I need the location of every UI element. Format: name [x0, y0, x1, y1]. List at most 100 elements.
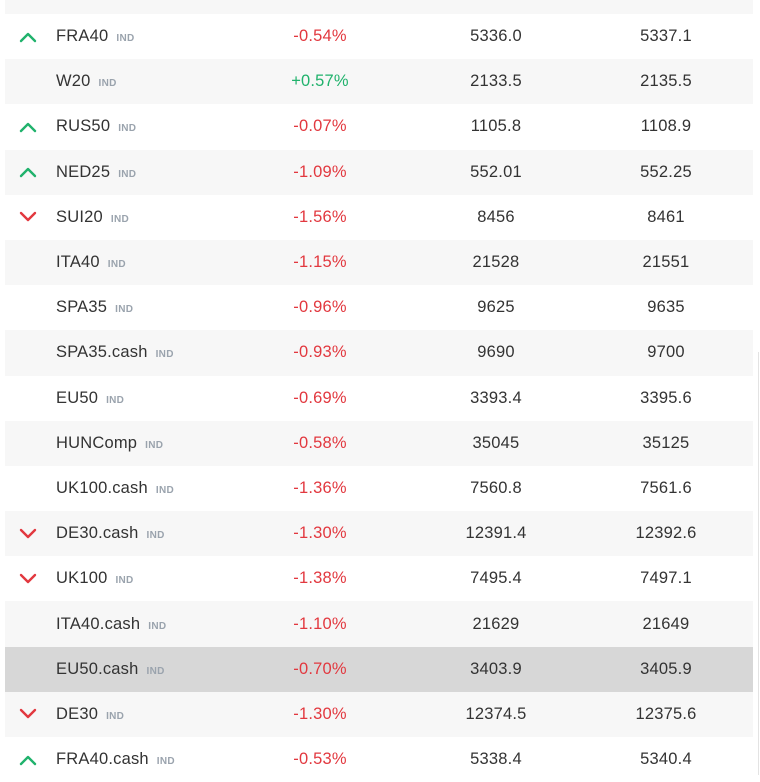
symbol-name: ITA40.cash: [56, 614, 141, 633]
ask-price[interactable]: 12375.6: [635, 704, 697, 723]
table-row[interactable]: SUI20 IND -1.56% 8456 8461: [5, 195, 753, 240]
instrument-symbol: EU50 IND: [56, 389, 124, 408]
bid-price[interactable]: 7495.4: [470, 569, 522, 588]
chevron-up-icon: [19, 754, 37, 766]
bid-price[interactable]: 9690: [477, 343, 515, 362]
symbol-name: SPA35: [56, 298, 108, 317]
instrument-type-tag: IND: [146, 530, 165, 542]
table-row[interactable]: SPA35.cash IND -0.93% 9690 9700: [5, 330, 753, 376]
symbol-name: NED25: [56, 162, 111, 181]
ask-price[interactable]: 3395.6: [640, 388, 692, 407]
ask-price[interactable]: 12392.6: [635, 524, 697, 543]
bid-price[interactable]: 1105.8: [470, 117, 522, 136]
instrument-symbol: UK100 IND: [56, 569, 134, 588]
table-row[interactable]: FRA40.cash IND -0.53% 5338.4 5340.4: [5, 737, 753, 782]
bid-price[interactable]: 3393.4: [470, 388, 522, 407]
bid-price[interactable]: 9625: [477, 298, 515, 317]
instrument-type-tag: IND: [156, 756, 175, 768]
change-percent: -0.58%: [293, 433, 347, 452]
instrument-type-tag: IND: [106, 394, 125, 406]
bid-price[interactable]: 3403.9: [470, 659, 522, 678]
chevron-up-icon: [19, 166, 37, 178]
chevron-up-icon: [19, 121, 37, 133]
bid-price[interactable]: 5338.4: [470, 750, 522, 769]
table-row[interactable]: ITA40 IND -1.15% 21528 21551: [5, 239, 753, 286]
bid-price[interactable]: 8456: [477, 207, 515, 226]
instrument-rows: FRA40 IND -0.54% 5336.0 5337.1 W20 IND +0.57% 21…: [5, 14, 753, 782]
symbol-name: FRA40.cash: [56, 750, 149, 769]
table-row[interactable]: HUNComp IND -0.58% 35045 35125: [5, 420, 753, 466]
instrument-type-tag: IND: [110, 213, 129, 225]
ask-price[interactable]: 552.25: [640, 162, 692, 181]
ask-price[interactable]: 7561.6: [640, 478, 692, 497]
bid-price[interactable]: 2133.5: [470, 72, 522, 91]
ask-price[interactable]: 35125: [642, 433, 690, 452]
bid-price[interactable]: 12374.5: [465, 704, 527, 723]
bid-price[interactable]: 35045: [472, 433, 520, 452]
ask-price[interactable]: 5340.4: [640, 750, 692, 769]
table-row[interactable]: SPA35 IND -0.96% 9625 9635: [5, 285, 753, 330]
instrument-type-tag: IND: [98, 78, 117, 90]
ask-price[interactable]: 9635: [647, 298, 685, 317]
change-percent: -0.07%: [293, 117, 347, 136]
change-percent: -1.36%: [293, 478, 347, 497]
instrument-type-tag: IND: [155, 484, 175, 496]
change-percent: -0.53%: [293, 750, 347, 769]
instrument-type-tag: IND: [116, 33, 135, 45]
table-row[interactable]: ITA40.cash IND -1.10% 21629 21649: [5, 601, 753, 647]
ask-price[interactable]: 2135.5: [640, 72, 692, 91]
change-percent: -0.93%: [293, 343, 347, 362]
ask-price[interactable]: 21649: [642, 614, 690, 633]
symbol-name: FRA40: [56, 27, 109, 46]
table-row[interactable]: NED25 IND -1.09% 552.01 552.25: [5, 149, 753, 195]
ask-price[interactable]: 21551: [642, 253, 690, 272]
symbol-name: RUS50: [56, 117, 111, 136]
bid-price[interactable]: 5336.0: [470, 27, 522, 46]
bid-price[interactable]: 21528: [472, 253, 520, 272]
change-percent: -1.38%: [293, 569, 347, 588]
ask-price[interactable]: 7497.1: [640, 569, 692, 588]
table-top-strip: [5, 0, 753, 14]
instrument-symbol: ITA40.cash IND: [56, 615, 166, 634]
ask-price[interactable]: 9700: [647, 343, 685, 362]
instrument-type-tag: IND: [107, 259, 126, 271]
ask-price[interactable]: 5337.1: [640, 27, 692, 46]
ask-price[interactable]: 8461: [647, 207, 685, 226]
table-row[interactable]: FRA40 IND -0.54% 5336.0 5337.1: [5, 14, 753, 59]
change-percent: -0.69%: [293, 388, 347, 407]
instrument-symbol: FRA40 IND: [56, 27, 134, 46]
chevron-down-icon: [19, 528, 37, 540]
bid-price[interactable]: 552.01: [470, 162, 522, 181]
table-row[interactable]: RUS50 IND -0.07% 1105.8 1108.9: [5, 104, 753, 149]
instrument-symbol: DE30 IND: [56, 705, 124, 724]
table-row[interactable]: DE30 IND -1.30% 12374.5 12375.6: [5, 691, 753, 737]
instrument-type-tag: IND: [118, 168, 137, 180]
change-percent: -1.30%: [293, 524, 347, 543]
chevron-down-icon: [19, 211, 37, 223]
table-row[interactable]: W20 IND +0.57% 2133.5 2135.5: [5, 59, 753, 105]
instrument-symbol: ITA40 IND: [56, 253, 126, 272]
bid-price[interactable]: 21629: [472, 614, 520, 633]
symbol-name: DE30: [56, 704, 99, 723]
ask-price[interactable]: 3405.9: [640, 659, 692, 678]
table-row[interactable]: EU50 IND -0.69% 3393.4 3395.6: [5, 376, 753, 421]
instrument-type-tag: IND: [115, 575, 134, 587]
scrollbar-track[interactable]: [758, 352, 759, 775]
bid-price[interactable]: 7560.8: [470, 478, 522, 497]
symbol-name: SUI20: [56, 207, 103, 226]
instrument-type-tag: IND: [146, 665, 165, 677]
bid-price[interactable]: 12391.4: [465, 524, 527, 543]
table-row[interactable]: EU50.cash IND -0.70% 3403.9 3405.9: [5, 646, 753, 692]
ask-price[interactable]: 1108.9: [640, 117, 692, 136]
instrument-symbol: NED25 IND: [56, 163, 136, 182]
instrument-symbol: DE30.cash IND: [56, 524, 165, 543]
instrument-table: FRA40 IND -0.54% 5336.0 5337.1 W20 IND +0.57% 21…: [5, 0, 753, 782]
instrument-type-tag: IND: [155, 349, 174, 361]
change-percent: -0.96%: [293, 298, 347, 317]
change-percent: -1.56%: [293, 207, 347, 226]
instrument-symbol: UK100.cash IND: [56, 479, 174, 498]
change-percent: -1.30%: [293, 704, 347, 723]
table-row[interactable]: UK100.cash IND -1.36% 7560.8 7561.6: [5, 466, 753, 511]
table-row[interactable]: UK100 IND -1.38% 7495.4 7497.1: [5, 556, 753, 601]
table-row[interactable]: DE30.cash IND -1.30% 12391.4 12392.6: [5, 511, 753, 557]
